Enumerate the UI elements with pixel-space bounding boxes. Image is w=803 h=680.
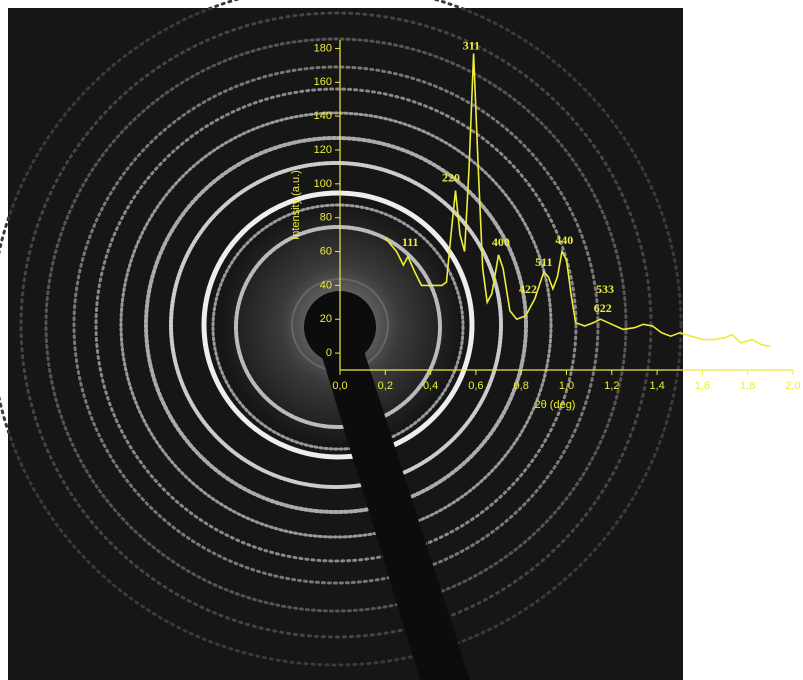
y-tick-label: 140 [314, 110, 332, 122]
x-tick-label: 2,0 [785, 380, 800, 392]
y-tick-label: 60 [320, 245, 332, 257]
peak-label: 400 [492, 235, 510, 249]
x-axis-title: 2θ (deg) [535, 399, 576, 411]
peak-label: 622 [594, 301, 612, 315]
diffraction-image [0, 0, 683, 680]
peak-label: 311 [463, 39, 480, 53]
x-tick-label: 1,6 [695, 380, 710, 392]
peak-label: 220 [442, 171, 460, 185]
y-tick-label: 120 [314, 144, 332, 156]
x-tick-label: 0,8 [514, 380, 529, 392]
x-tick-label: 1,0 [559, 380, 574, 392]
y-tick-label: 160 [314, 76, 332, 88]
peak-label: 440 [555, 233, 573, 247]
x-tick-label: 1,2 [604, 380, 619, 392]
x-tick-label: 0,6 [468, 380, 483, 392]
y-tick-label: 80 [320, 212, 332, 224]
y-tick-label: 20 [320, 313, 332, 325]
y-tick-label: 180 [314, 42, 332, 54]
x-tick-label: 0,0 [332, 380, 347, 392]
y-tick-label: 100 [314, 178, 332, 190]
peak-label: 511 [535, 255, 552, 269]
x-tick-label: 1,4 [649, 380, 664, 392]
peak-label: 533 [596, 282, 614, 296]
x-tick-label: 0,2 [378, 380, 393, 392]
peak-label: 422 [519, 282, 537, 296]
y-axis-title: Intensity (a.u.) [290, 170, 302, 240]
y-tick-label: 40 [320, 279, 332, 291]
x-tick-label: 1,8 [740, 380, 755, 392]
y-tick-label: 0 [326, 347, 332, 359]
x-tick-label: 0,4 [423, 380, 438, 392]
peak-label: 111 [402, 235, 419, 249]
chart: Intensity (a.u.) 2θ (deg) 0 20 40 60 80 100 12… [0, 0, 803, 680]
